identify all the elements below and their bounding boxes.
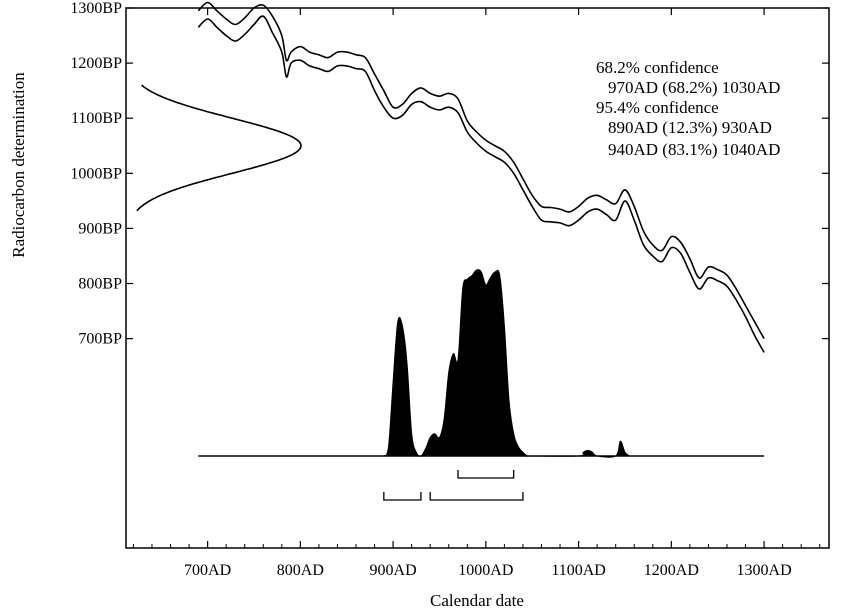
radiocarbon-normal-curve [136,84,302,212]
annotation-line-2: 970AD (68.2%) 1030AD [608,78,780,97]
x-tick-label: 1300AD [737,562,792,579]
x-axis-ticks: 700AD 800AD 900AD 1000AD 1100AD 1200AD 1300AD [132,8,821,579]
confidence-bracket [429,492,524,501]
x-tick-label: 1100AD [551,562,606,579]
confidence-range-brackets [383,470,524,501]
y-tick-label: 1200BP [70,55,122,72]
confidence-annotation: 68.2% confidence 970AD (68.2%) 1030AD 95… [596,58,780,159]
calibrated-probability-distribution [382,269,632,458]
x-tick-label: 900AD [370,562,417,579]
x-tick-label: 1000AD [458,562,513,579]
y-tick-label: 800BP [78,276,122,293]
plot-frame [125,7,830,549]
confidence-bracket [383,492,422,501]
y-tick-label: 700BP [78,331,122,348]
annotation-line-5: 940AD (83.1%) 1040AD [608,140,780,159]
annotation-line-1: 68.2% confidence [596,58,719,77]
x-tick-label: 800AD [277,562,324,579]
y-tick-label: 1000BP [70,165,122,182]
y-tick-label: 1300BP [70,0,122,17]
confidence-bracket [457,470,515,479]
x-tick-label: 1200AD [644,562,699,579]
y-axis-ticks: 700BP 800BP 900BP 1000BP 1100BP 1200BP 1300BP [70,0,829,348]
annotation-line-4: 890AD (12.3%) 930AD [608,118,772,137]
calibration-curve-upper [197,1,765,340]
annotation-line-3: 95.4% confidence [596,98,719,117]
x-tick-label: 700AD [184,562,231,579]
y-tick-label: 1100BP [71,110,122,127]
x-axis-title: Calendar date [430,591,524,610]
y-tick-label: 900BP [78,220,122,237]
calibration-curve-lower [197,15,765,353]
y-axis-title: Radiocarbon determination [9,72,28,258]
